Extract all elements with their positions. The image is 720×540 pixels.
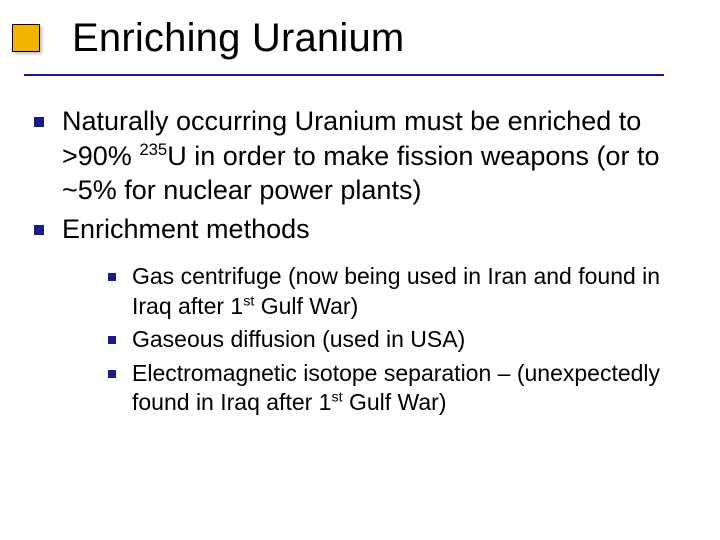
list-item: Gaseous diffusion (used in USA): [102, 325, 680, 354]
list-item: Naturally occurring Uranium must be enri…: [28, 104, 680, 208]
bullet-text: Gaseous diffusion (used in USA): [132, 326, 465, 352]
bullet-text: Electromagnetic isotope separation – (un…: [132, 360, 660, 415]
square-bullet-icon: [108, 370, 116, 378]
square-bullet-icon: [34, 117, 44, 127]
title-underline: [24, 74, 664, 76]
square-bullet-icon: [108, 273, 116, 281]
accent-square-icon: [12, 24, 40, 52]
list-item: Electromagnetic isotope separation – (un…: [102, 359, 680, 418]
square-bullet-icon: [108, 336, 116, 344]
bullet-text: Enrichment methods: [62, 214, 310, 244]
slide-title: Enriching Uranium: [72, 16, 720, 61]
bullet-list-level1: Naturally occurring Uranium must be enri…: [28, 104, 680, 417]
bullet-text: Gas centrifuge (now being used in Iran a…: [132, 263, 660, 318]
slide-content: Naturally occurring Uranium must be enri…: [0, 86, 720, 417]
title-area: Enriching Uranium: [0, 0, 720, 86]
list-item: Enrichment methods Gas centrifuge (now b…: [28, 212, 680, 418]
bullet-text: Naturally occurring Uranium must be enri…: [62, 106, 659, 205]
bullet-list-level2: Gas centrifuge (now being used in Iran a…: [102, 262, 680, 417]
square-bullet-icon: [34, 225, 44, 235]
list-item: Gas centrifuge (now being used in Iran a…: [102, 262, 680, 321]
